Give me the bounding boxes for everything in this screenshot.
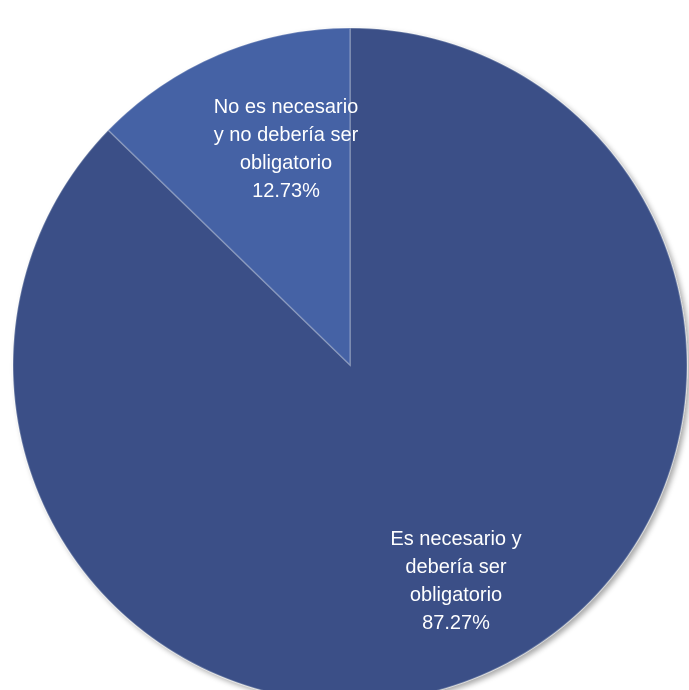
pie-slice-1 bbox=[107, 27, 351, 367]
pie-slice-0 bbox=[12, 27, 688, 690]
slice-percent-label: 12.73% bbox=[252, 180, 320, 202]
slice-category-label-line: y no debería ser bbox=[214, 124, 359, 146]
slice-category-label-line: No es necesario bbox=[214, 96, 359, 118]
slice-percent-label: 87.27% bbox=[422, 612, 490, 634]
slice-category-label-line: obligatorio bbox=[240, 152, 332, 174]
slice-category-label-line: Es necesario y bbox=[390, 528, 521, 550]
slice-category-label-line: obligatorio bbox=[410, 584, 502, 606]
slice-category-label-line: debería ser bbox=[405, 556, 507, 578]
slice-label-1: No es necesario y no debería ser obligator… bbox=[214, 96, 359, 202]
slice-label-0: Es necesario y debería ser obligatorio 87.2… bbox=[390, 528, 521, 634]
